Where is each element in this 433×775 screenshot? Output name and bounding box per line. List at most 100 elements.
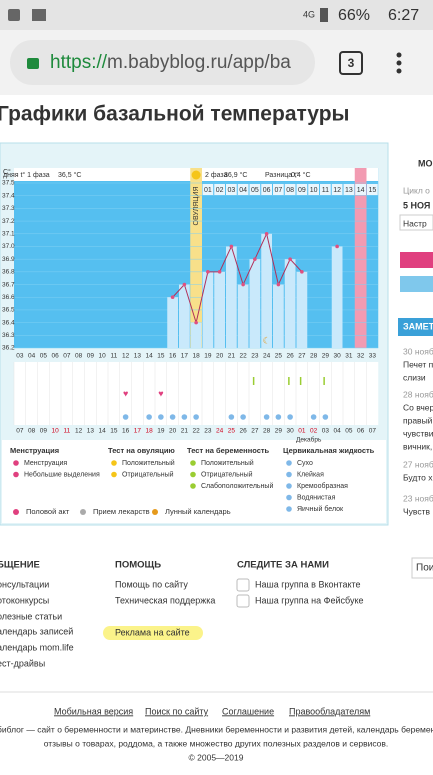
date-label: 05 [345,428,353,435]
url: https://m.babyblog.ru/app/ba [50,52,291,73]
luteal-cell [308,184,319,195]
luteal-cell [214,184,225,195]
x-tick-label: 19 [204,353,212,360]
luteal-day: 11 [322,187,329,194]
legend-title: Цервикальная жидкость [283,446,375,455]
bottom-link[interactable]: Мобильная версия [54,706,133,716]
bar [249,259,261,348]
footer-link[interactable]: онсультации [0,579,49,589]
status-bar [0,0,433,30]
date-label: 24 [216,428,224,435]
bottom-link[interactable]: Поиск по сайту [145,706,209,716]
bar [167,297,178,348]
bar [226,246,237,348]
date-label: 16 [122,428,130,435]
x-tick-label: 03 [16,353,24,360]
fluid-mark [122,414,129,420]
button[interactable] [400,276,433,292]
tabs-button[interactable] [339,51,363,75]
bar [284,259,296,348]
legend-icon [286,494,292,501]
luteal-day: 12 [333,187,341,194]
y-tick-label: 36.5 [2,307,15,314]
sidebar-text: Цикл о [403,185,430,195]
test-mark [299,377,302,385]
date-label: 04 [334,428,342,435]
sidebar-text: МО [418,158,433,168]
legend-item: Менструация [24,460,67,467]
legend-icon [286,460,292,466]
luteal-cell [249,184,261,195]
footer-link[interactable]: олезные статьи [0,611,62,621]
temperature-point [253,257,257,261]
date-label: 30 [287,428,295,435]
legend-icon [190,483,196,489]
y-tick-label: 37.5 [2,180,15,187]
footer-link[interactable]: Реклама на сайте [115,627,190,637]
page-title: Графики базальной температуры [0,103,349,126]
legend-icon [111,471,117,478]
date-label: 29 [275,428,283,435]
temperature-point [182,282,187,287]
legend-item: Слабоположительный [201,482,273,490]
luteal-day: 15 [368,187,376,194]
fluid-mark [240,414,246,420]
date-label: 28 [263,428,271,435]
legend-item: Прием лекарств [93,507,150,516]
x-tick-label: 13 [134,353,142,360]
x-tick-label: 21 [228,353,236,360]
button[interactable] [399,214,433,231]
menu-button[interactable] [396,52,402,74]
icon [32,9,46,21]
legend-icon [190,460,196,466]
legend-icon [286,506,292,512]
temperature-line [172,232,303,325]
x-tick-label: 12 [122,353,130,360]
x-tick-label: 30 [334,353,342,360]
test-mark [288,377,290,385]
footer-link[interactable]: Помощь по сайту [115,579,188,589]
footer-link[interactable]: алендарь записей [0,626,73,636]
sidebar-text: вичник, [403,441,432,451]
bottom-link[interactable]: Соглашение [222,706,274,716]
legend-icon [152,509,158,515]
x-tick-label: 31 [345,353,353,360]
lock-icon [27,58,39,69]
temperature-point [264,231,269,236]
header-text: 36,9 °C [224,171,247,179]
bottom-link[interactable]: Правообладателям [289,706,370,716]
header-text: 36,5 °C [58,171,81,179]
y-tick-label: 36.6 [2,294,15,301]
footer-title: ПОМОЩЬ [115,560,161,571]
footer-link[interactable]: отоконкурсы [0,595,49,605]
footer-link[interactable]: Наша группа на Фейсбуке [255,595,364,605]
date-label: 15 [110,428,118,435]
date-label: 18 [146,428,154,435]
luteal-cell [226,184,237,195]
temperature-point [241,282,245,287]
battery: 66% [338,7,370,24]
button[interactable] [400,252,433,268]
legend-item: Отрицательный [122,470,174,478]
url-field[interactable] [10,40,315,85]
luteal-cell [237,184,249,195]
footer-link[interactable]: алендарь mom.life [0,642,74,652]
date-label: 09 [40,428,48,435]
bar [296,271,308,348]
search-field[interactable] [411,557,433,579]
notes-header [398,318,433,336]
fluid-mark [158,414,164,420]
y-tick-label: 37.4 [2,192,15,199]
bar [202,271,214,348]
footer-link[interactable]: ест-драйвы [0,658,45,668]
x-tick-label: 06 [52,353,60,360]
footer-link[interactable]: Наша группа в Вконтакте [255,579,361,589]
footer-link[interactable]: Техническая поддержка [115,595,215,605]
url-scheme: https:// [50,52,108,73]
date-label: 08 [28,428,36,435]
luteal-day: 06 [263,187,271,194]
legend-item: Небольшие выделения [24,470,100,478]
legend-item: Положительный [122,459,175,467]
temperature-point [170,295,175,300]
sidebar-text: правый [403,415,433,425]
